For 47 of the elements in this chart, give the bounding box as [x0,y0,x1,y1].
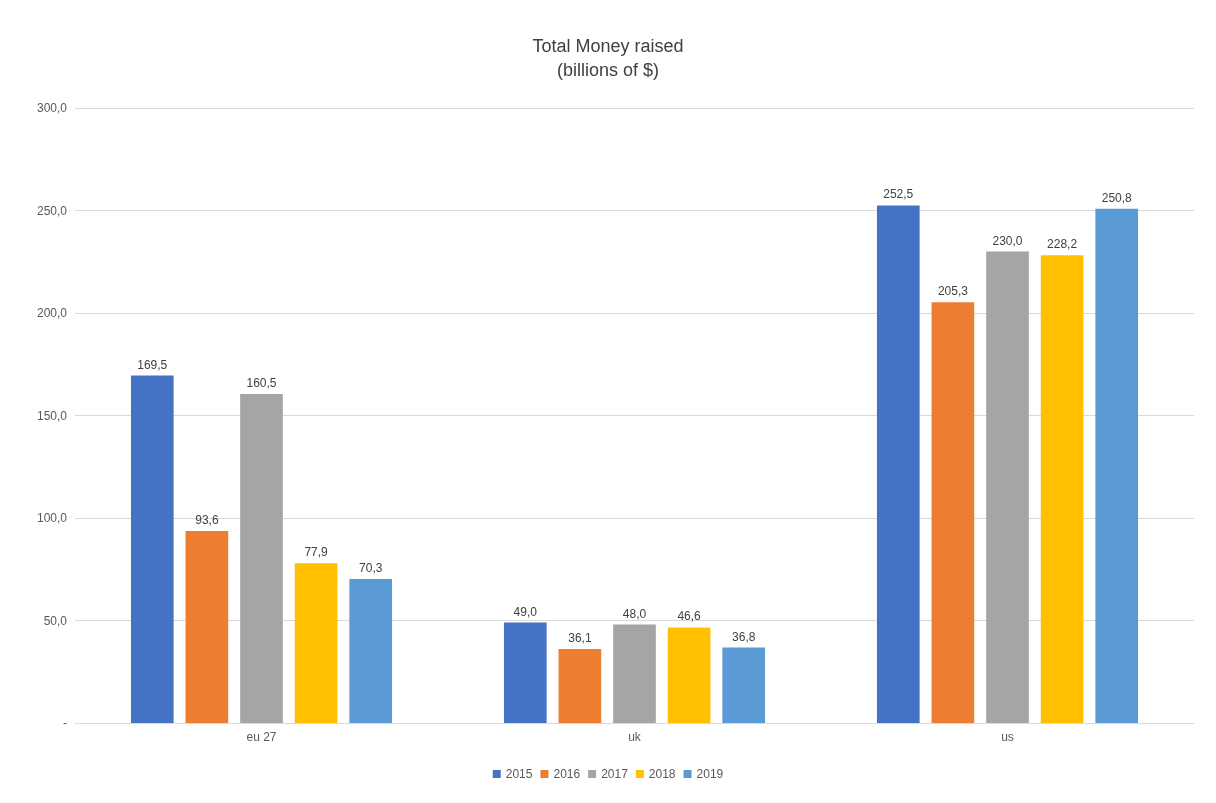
legend-label: 2016 [553,767,581,781]
chart-title: Total Money raised [532,36,684,56]
data-label: 36,1 [568,630,592,645]
y-tick-label: 250,0 [36,203,68,218]
data-label: 160,5 [246,375,277,390]
x-tick-label: uk [628,730,642,744]
y-tick-label: 200,0 [36,306,68,320]
bar [185,531,229,723]
y-tick-label: 150,0 [36,408,68,423]
x-tick-label: us [1001,730,1014,744]
data-label: 250,8 [1101,190,1133,205]
data-label: 230,0 [992,233,1023,248]
data-label: 252,5 [883,187,914,202]
data-label: 77,9 [304,545,329,560]
bar [130,375,174,723]
bar [722,647,766,723]
legend-label: 2017 [601,767,629,781]
y-tick-label: - [63,716,67,730]
data-label: 93,6 [195,513,219,528]
bar [349,578,393,723]
legend-label: 2015 [505,767,533,781]
y-tick-label: 300,0 [36,101,68,115]
legend-label: 2018 [648,767,676,781]
x-tick-label: eu 27 [246,730,277,744]
bar [1095,208,1139,723]
y-tick-label: 50,0 [43,613,68,628]
bar [613,624,656,723]
data-label: 205,3 [937,284,969,299]
bar [876,205,920,723]
data-label: 70,3 [359,560,383,575]
data-label: 228,2 [1047,237,1078,252]
bar [986,251,1029,723]
bar [503,622,547,723]
bar [240,393,283,723]
data-label: 46,6 [677,609,702,624]
data-label: 169,5 [137,357,168,372]
data-label: 48,0 [622,606,647,621]
data-label: 36,8 [732,629,756,644]
bar [1040,255,1084,723]
bar [294,563,338,723]
bar [931,302,975,723]
data-label: 49,0 [513,604,538,619]
bar [667,627,711,723]
y-tick-label: 100,0 [36,511,68,525]
bar [558,649,602,723]
chart-subtitle: (billions of $) [556,60,660,80]
legend-label: 2019 [696,767,724,781]
